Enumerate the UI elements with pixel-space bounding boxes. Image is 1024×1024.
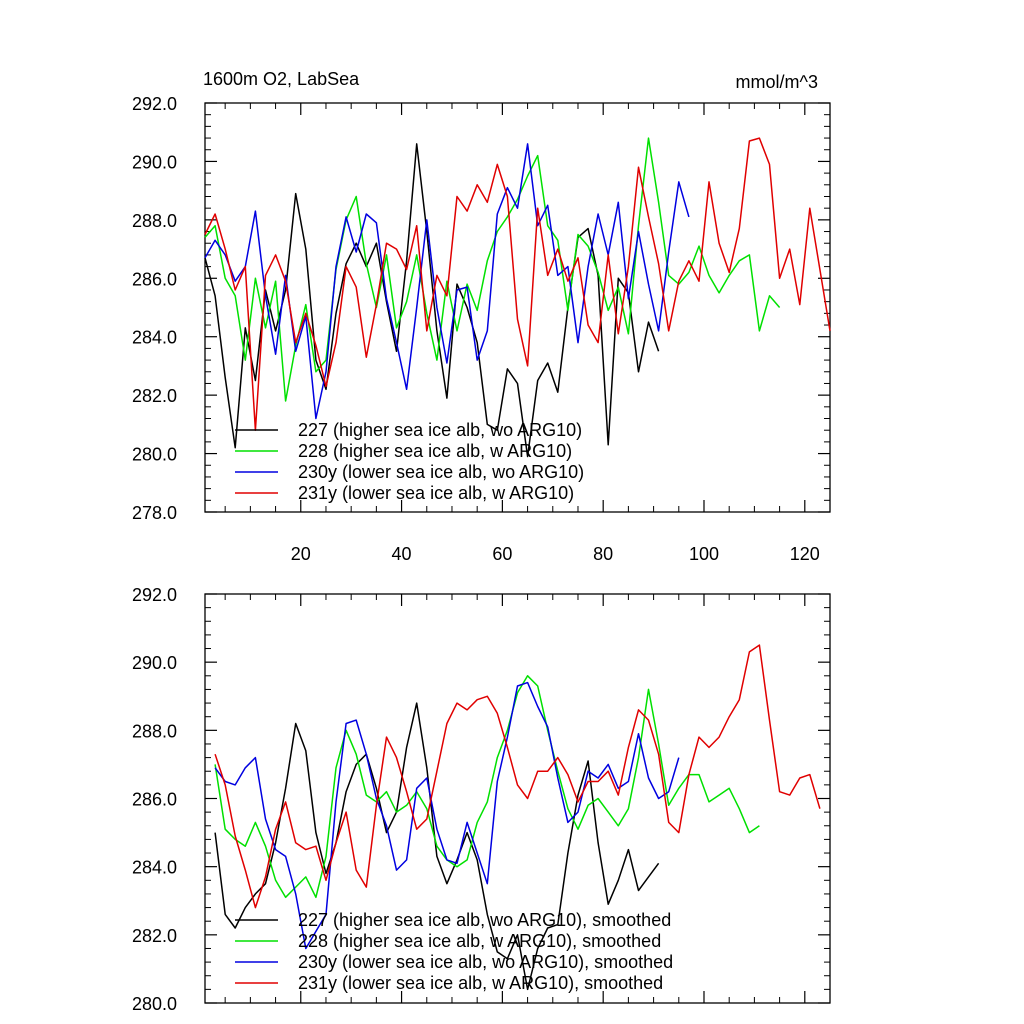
- y-tick-label: 280.0: [132, 445, 177, 465]
- series-line-1: [204, 137, 781, 402]
- x-tick-label: 100: [689, 544, 719, 564]
- units-label: mmol/m^3: [736, 72, 818, 92]
- chart-title: 1600m O2, LabSea: [203, 69, 360, 89]
- x-tick-label: 60: [492, 544, 512, 564]
- y-tick-label: 282.0: [132, 386, 177, 406]
- y-tick-label: 282.0: [132, 926, 177, 946]
- y-tick-label: 284.0: [132, 328, 177, 348]
- y-tick-label: 280.0: [132, 994, 177, 1014]
- legend-label: 231y (lower sea ice alb, w ARG10): [298, 483, 574, 503]
- legend-label: 230y (lower sea ice alb, wo ARG10), smoo…: [298, 952, 673, 972]
- legend-label: 228 (higher sea ice alb, w ARG10), smoot…: [298, 931, 661, 951]
- series-line-2: [214, 681, 680, 950]
- plot-frame: [204, 102, 831, 513]
- series-line-3: [214, 644, 821, 909]
- y-tick-label: 278.0: [132, 503, 177, 523]
- y-tick-label: 292.0: [132, 94, 177, 114]
- y-tick-label: 284.0: [132, 858, 177, 878]
- y-tick-label: 288.0: [132, 211, 177, 231]
- x-tick-label: 80: [593, 544, 613, 564]
- legend-label: 230y (lower sea ice alb, wo ARG10): [298, 462, 584, 482]
- y-tick-label: 286.0: [132, 790, 177, 810]
- top-panel: 278.0 280.0 282.0 284.0 286.0 288.0 290.0 292.0…: [132, 94, 831, 564]
- y-tick-label: 286.0: [132, 269, 177, 289]
- legend-label: 228 (higher sea ice alb, w ARG10): [298, 441, 572, 461]
- legend-label: 227 (higher sea ice alb, wo ARG10): [298, 420, 582, 440]
- bottom-panel: 280.0 282.0 284.0 286.0 288.0 290.0 292.0 227 (…: [132, 585, 831, 1014]
- series-line-1: [214, 675, 760, 899]
- series-line-3: [204, 137, 831, 431]
- x-tick-label: 40: [392, 544, 412, 564]
- legend-label: 231y (lower sea ice alb, w ARG10), smoot…: [298, 973, 663, 993]
- x-tick-label: 120: [790, 544, 820, 564]
- legend-label: 227 (higher sea ice alb, wo ARG10), smoo…: [298, 910, 671, 930]
- y-tick-label: 292.0: [132, 585, 177, 605]
- series-line-0: [214, 702, 660, 991]
- y-tick-label: 290.0: [132, 152, 177, 172]
- x-tick-label: 20: [291, 544, 311, 564]
- y-tick-label: 288.0: [132, 721, 177, 741]
- y-tick-label: 290.0: [132, 653, 177, 673]
